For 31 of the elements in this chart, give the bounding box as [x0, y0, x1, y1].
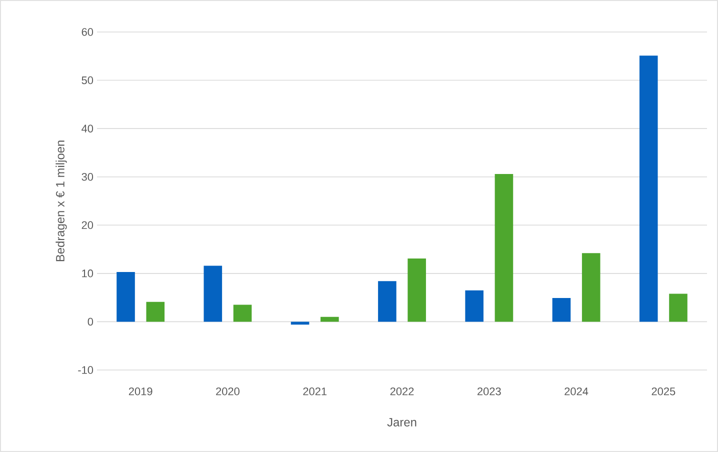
bar — [408, 258, 426, 322]
x-tick-label: 2020 — [216, 388, 240, 396]
x-tick-label: 2021 — [303, 388, 327, 396]
x-tick-label: 2025 — [652, 388, 676, 396]
bar — [465, 290, 484, 322]
y-tick-label: 10 — [82, 270, 94, 278]
y-tick-label: -10 — [78, 366, 94, 374]
bar — [233, 304, 252, 322]
bar — [639, 56, 658, 322]
x-tick-label: 2023 — [478, 388, 501, 396]
y-tick-label: 20 — [82, 221, 94, 230]
y-tick-label: 50 — [82, 76, 94, 84]
bar — [494, 174, 514, 322]
bar — [378, 281, 396, 322]
x-tick-label: 2019 — [128, 388, 152, 396]
bar — [552, 298, 571, 322]
bar — [290, 322, 310, 325]
bar — [582, 253, 600, 322]
bar — [320, 316, 339, 322]
y-tick-label: 60 — [82, 28, 94, 36]
bar — [146, 302, 165, 322]
y-tick-label: 30 — [82, 172, 94, 181]
bar — [116, 272, 135, 322]
bar — [669, 294, 688, 322]
x-tick-label: 2024 — [564, 388, 588, 396]
y-axis-title: Bedragen x € 1 miljoen — [56, 140, 67, 262]
x-tick-label: 2022 — [390, 388, 414, 396]
x-axis-title: Jaren — [387, 418, 416, 426]
bar — [204, 266, 222, 322]
y-tick-label: 0 — [88, 318, 94, 326]
y-tick-label: 40 — [82, 124, 94, 132]
